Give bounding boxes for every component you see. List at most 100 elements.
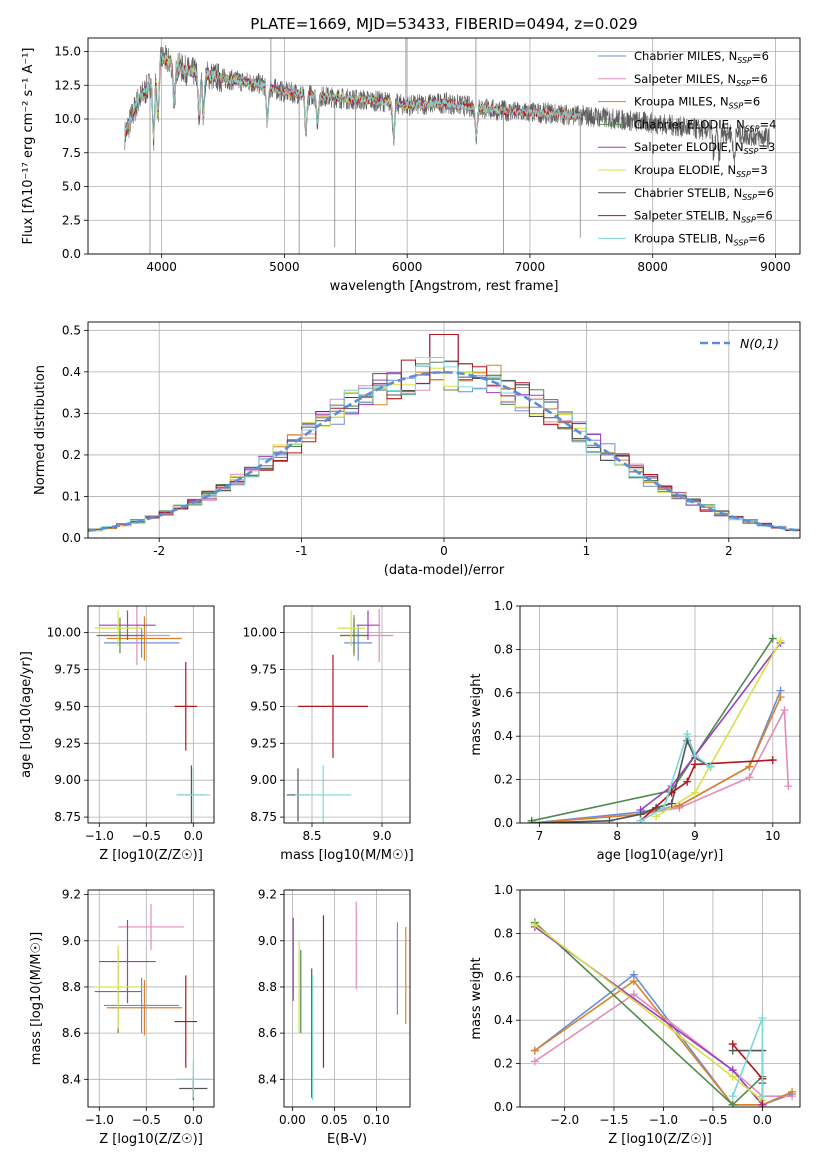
legend-entry: Salpeter STELIB, NSSP=6 <box>634 209 773 225</box>
legend-entry: Kroupa ELODIE, NSSP=3 <box>634 163 768 179</box>
spectrum-ytick-label: 2.5 <box>62 213 81 227</box>
age_vs_mass-xtick-label: 8.5 <box>302 829 321 843</box>
mass_weight_vs_age-marker <box>652 812 661 821</box>
spectrum-ytick-label: 12.5 <box>54 78 81 92</box>
mass_weight_vs_age-series-line <box>640 642 782 811</box>
spectrum-xtick-label: 7000 <box>515 260 546 274</box>
mass_weight_vs_Z-marker <box>728 1100 737 1107</box>
spectrum-ytick-label: 5.0 <box>62 180 81 194</box>
age_vs_Z-frame <box>87 605 215 824</box>
mass_vs_ebv-xtick-label: 0.00 <box>279 1113 306 1127</box>
mass_weight_vs_age-ytick-label: 0.0 <box>494 816 513 830</box>
mass_vs_ebv-ytick-label: 9.2 <box>258 888 277 902</box>
mass_weight_vs_Z-series-line <box>731 1017 764 1097</box>
mass_weight_vs_Z-marker <box>728 1072 737 1081</box>
residual-histograms <box>88 334 800 532</box>
mass_weight_vs_age-xtick-label: 9 <box>691 829 699 843</box>
mass_weight_vs_age-marker <box>784 782 793 791</box>
mass_weight_vs_age-ytick-label: 0.6 <box>494 686 513 700</box>
mass_weight_vs_Z-marker <box>728 1092 737 1101</box>
residuals-xtick-label: 2 <box>725 544 733 558</box>
residuals-frame <box>87 321 801 539</box>
age_vs_Z-xtick-label: −0.5 <box>132 829 161 843</box>
mass_weight_vs_age-marker <box>768 634 777 643</box>
residuals-ytick-label: 0.3 <box>62 406 81 420</box>
mass_vs_ebv-axes: 0.00 0.05 0.10 8.4 8.6 8.8 9.0 9.2 <box>258 888 410 1127</box>
mass_weight_vs_age-marker <box>776 636 785 645</box>
mass_weight_vs_age-marker <box>776 693 785 702</box>
mass_weight_vs_Z-ylabel: mass weight <box>469 957 484 1039</box>
age_vs_Z-xtick-label: −1.0 <box>85 829 114 843</box>
age_vs_Z-points <box>94 606 211 823</box>
spectrum-frame <box>87 37 801 255</box>
spectrum-legend: Chabrier MILES, NSSP=6 Salpeter MILES, NS… <box>598 49 776 247</box>
mass_weight_vs_age-xtick-label: 7 <box>536 829 544 843</box>
residual-histogram <box>88 334 800 531</box>
spectrum-ytick-label: 0.0 <box>62 247 81 261</box>
mass_weight_vs_age-xlabel: age [log10(age/yr)] <box>597 848 724 863</box>
age_vs_Z-ytick-label: 9.00 <box>54 773 81 787</box>
mass_weight_vs_age-ytick-label: 0.4 <box>494 729 513 743</box>
mass_weight_vs_Z-series-line <box>534 924 763 1102</box>
mass_weight_vs_Z-marker <box>728 1040 737 1049</box>
spectrum-xtick-label: 6000 <box>392 260 423 274</box>
age_vs_Z-axes: −1.0 −0.5 0.0 8.75 9.00 9.25 9.50 9.75 10.00 <box>47 606 214 843</box>
mass_weight_vs_Z-marker <box>758 1092 767 1101</box>
residuals-ytick-label: 0.1 <box>62 489 81 503</box>
legend-entry: Salpeter MILES, NSSP=6 <box>634 72 768 88</box>
mass_weight_vs_age-lines <box>527 634 793 823</box>
mass_weight_vs_Z-frame <box>519 889 801 1108</box>
age_vs_Z-ytick-label: 9.50 <box>54 699 81 713</box>
mass_vs_ebv-ytick-label: 8.6 <box>258 1026 277 1040</box>
mass_weight_vs_Z-marker <box>788 1087 797 1096</box>
residuals-ytick-label: 0.2 <box>62 448 81 462</box>
mass_vs_Z-ytick-label: 8.8 <box>62 980 81 994</box>
mass_weight_vs_age-marker <box>745 773 754 782</box>
legend-entry: Chabrier MILES, NSSP=6 <box>634 49 769 65</box>
legend-entry: Salpeter ELODIE, NSSP=3 <box>634 140 775 156</box>
spectrum-xtick-label: 5000 <box>269 260 300 274</box>
normal-curve <box>88 370 800 532</box>
mass_weight_vs_age-marker <box>605 816 614 823</box>
mass_vs_Z-ytick-label: 9.2 <box>62 888 81 902</box>
mass_weight_vs_age-xtick-label: 8 <box>613 829 621 843</box>
mass_vs_Z-xtick-label: 0.0 <box>184 1113 203 1127</box>
mass_weight_vs_age-marker <box>768 756 777 765</box>
mass_weight_vs_age-frame <box>519 605 801 824</box>
age_vs_mass-points <box>286 608 394 823</box>
mass_weight_vs_Z-marker <box>758 1014 767 1023</box>
age_vs_mass-ytick-label: 9.75 <box>250 662 277 676</box>
spectrum-xlabel: wavelength [Angstrom, rest frame] <box>330 279 559 294</box>
mass_weight_vs_age-marker <box>683 730 692 739</box>
age_vs_Z-ytick-label: 9.75 <box>54 662 81 676</box>
mass_weight_vs_Z-xtick-label: −1.0 <box>649 1113 678 1127</box>
spectrum-lines <box>124 38 770 254</box>
age_vs_Z-ytick-label: 10.00 <box>47 626 81 640</box>
mass_weight_vs_Z-xtick-label: −2.0 <box>550 1113 579 1127</box>
mass_weight_vs_age-ytick-label: 0.2 <box>494 773 513 787</box>
mass_weight_vs_age-marker <box>706 762 715 771</box>
mass_vs_Z-ylabel: mass [log10(M/M☉)] <box>29 932 44 1065</box>
mass_vs_ebv-ytick-label: 8.8 <box>258 980 277 994</box>
mass_weight_vs_Z-series-line <box>534 921 763 1106</box>
mass_vs_ebv-ytick-label: 8.4 <box>258 1072 277 1086</box>
mass_weight_vs_age-marker <box>691 760 699 769</box>
age_vs_mass-ytick-label: 9.50 <box>250 699 277 713</box>
mass_weight_vs_Z-xtick-label: 0.0 <box>753 1113 772 1127</box>
residual-histogram <box>88 357 800 532</box>
figure-title: PLATE=1669, MJD=53433, FIBERID=0494, z=0… <box>250 15 637 33</box>
mass_weight_vs_age-axes: 7 8 9 10 0.0 0.2 0.4 0.6 0.8 1.0 <box>494 599 800 843</box>
mass_vs_ebv-frame <box>283 889 411 1108</box>
mass_vs_Z-ytick-label: 9.0 <box>62 934 81 948</box>
residuals-ytick-label: 0.0 <box>62 531 81 545</box>
mass_weight_vs_Z-xlabel: Z [log10(Z/Z☉)] <box>608 1132 712 1147</box>
legend-entry: Chabrier ELODIE, NSSP=4 <box>634 117 776 133</box>
residuals-ytick-label: 0.4 <box>62 365 81 379</box>
mass_weight_vs_age-marker <box>691 751 699 760</box>
mass_vs_ebv-points <box>292 901 407 1101</box>
mass_weight_vs_Z-marker <box>629 977 638 986</box>
mass_weight_vs_Z-xtick-label: −0.5 <box>698 1113 727 1127</box>
residuals-ytick-label: 0.5 <box>62 323 81 337</box>
mass_weight_vs_Z-ytick-label: 0.2 <box>494 1057 513 1071</box>
residuals-xtick-label: -1 <box>296 544 308 558</box>
